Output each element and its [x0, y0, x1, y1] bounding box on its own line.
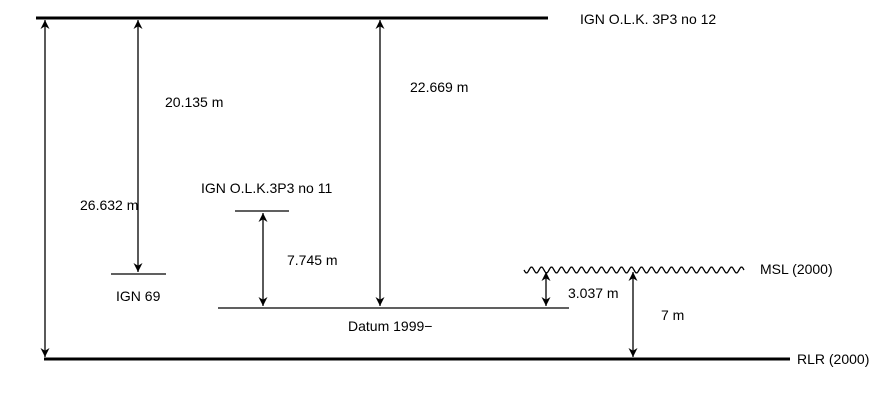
label-rlr: RLR (2000): [797, 351, 869, 367]
measure-bm11-to-datum: 7.745 m: [287, 252, 338, 268]
label-bm11: IGN O.L.K.3P3 no 11: [201, 180, 332, 196]
measure-top-to-rlr: 26.632 m: [80, 197, 138, 213]
label-datum: Datum 1999−: [348, 318, 432, 334]
measure-msl-to-rlr: 7 m: [661, 307, 684, 323]
label-msl: MSL (2000): [760, 261, 833, 277]
label-ign69: IGN 69: [116, 288, 161, 304]
label-top-benchmark: IGN O.L.K. 3P3 no 12: [580, 11, 716, 27]
msl-wave-line: [523, 266, 745, 274]
measure-top-to-ign69: 20.135 m: [165, 94, 223, 110]
measure-top-to-datum: 22.669 m: [410, 79, 468, 95]
measure-msl-to-datum: 3.037 m: [568, 285, 619, 301]
